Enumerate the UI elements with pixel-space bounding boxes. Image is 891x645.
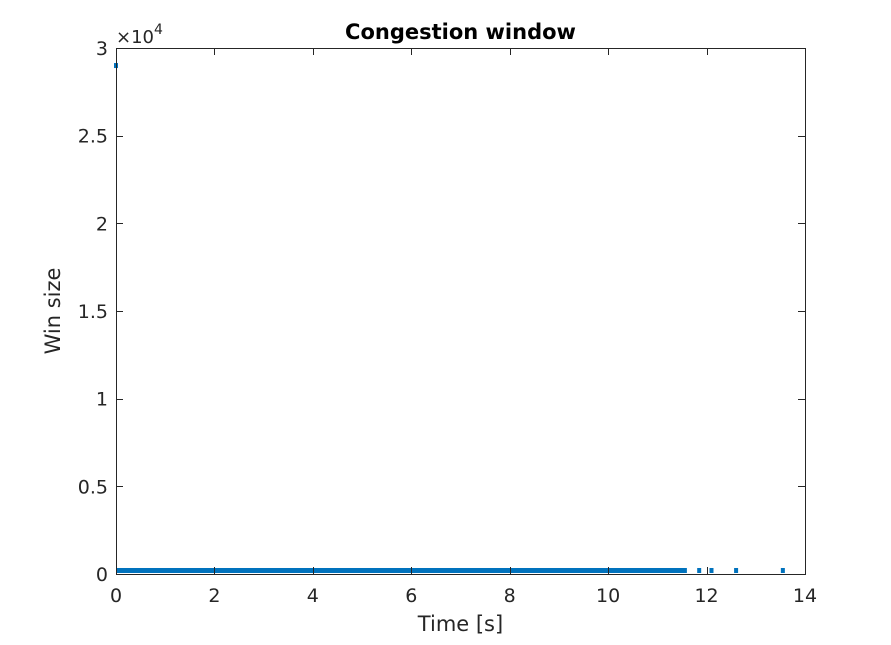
y-tick-label: 0 bbox=[96, 564, 108, 586]
chart-title: Congestion window bbox=[345, 20, 576, 44]
plot-area bbox=[116, 48, 805, 574]
axis-ticks: 0 2 4 6 8 10 12 14 0 0.5 1 1.5 2 2.5 3 bbox=[78, 38, 817, 607]
y-tick-label: 1.5 bbox=[78, 301, 108, 323]
data-point bbox=[697, 567, 702, 573]
y-axis-exponent: ×104 bbox=[116, 22, 163, 48]
y-tick-label: 2.5 bbox=[78, 126, 108, 148]
y-tick-label: 1 bbox=[96, 389, 108, 411]
y-tick-label: 0.5 bbox=[78, 476, 108, 498]
y-axis-exponent-base: ×10 bbox=[116, 27, 154, 48]
data-band bbox=[116, 567, 687, 573]
plot-frame bbox=[116, 48, 806, 575]
data-point bbox=[709, 567, 714, 573]
y-axis-label: Win size bbox=[41, 268, 65, 355]
x-tick-label: 12 bbox=[694, 585, 718, 607]
x-tick-label: 0 bbox=[110, 585, 122, 607]
data-point bbox=[734, 567, 739, 573]
x-axis-label: Time [s] bbox=[417, 612, 503, 636]
x-tick-label: 14 bbox=[793, 585, 817, 607]
y-axis-exponent-power: 4 bbox=[154, 22, 163, 38]
x-tick-label: 2 bbox=[208, 585, 220, 607]
x-tick-label: 10 bbox=[596, 585, 620, 607]
x-tick-label: 4 bbox=[307, 585, 319, 607]
y-tick-label: 3 bbox=[96, 38, 108, 60]
y-tick-label: 2 bbox=[96, 213, 108, 235]
x-tick-label: 6 bbox=[405, 585, 417, 607]
data-point bbox=[780, 567, 785, 573]
x-tick-label: 8 bbox=[504, 585, 516, 607]
